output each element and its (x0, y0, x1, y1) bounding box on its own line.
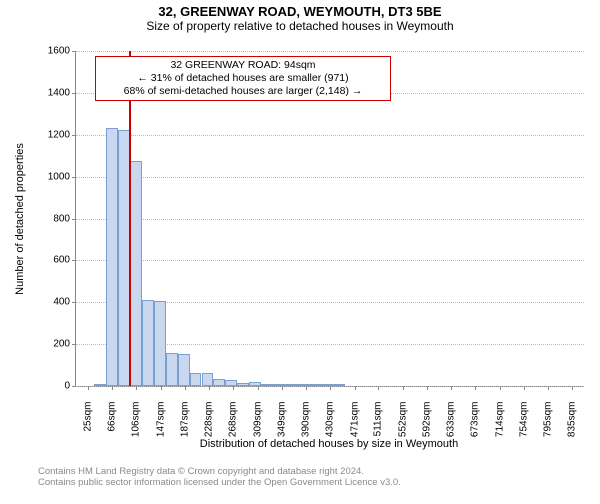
infobox-line: 32 GREENWAY ROAD: 94sqm (102, 59, 384, 72)
property-info-box: 32 GREENWAY ROAD: 94sqm ← 31% of detache… (95, 56, 391, 101)
y-tick-label: 200 (53, 339, 76, 350)
x-tick-label: 430sqm (325, 396, 336, 438)
histogram-bar (166, 353, 178, 387)
x-tick-label: 511sqm (373, 396, 384, 437)
histogram-bar (213, 379, 225, 386)
x-axis-label: Distribution of detached houses by size … (200, 438, 458, 450)
x-tick-label: 633sqm (446, 396, 457, 438)
x-tick-label: 754sqm (518, 396, 529, 438)
histogram-bar (261, 384, 273, 386)
histogram-bar (154, 301, 166, 386)
x-tick-label: 147sqm (155, 396, 166, 438)
chart-plot-area: 0200400600800100012001400160025sqm66sqm1… (75, 51, 584, 387)
page-subtitle: Size of property relative to detached ho… (0, 19, 600, 33)
gridline (76, 135, 584, 136)
x-tick-label: 795sqm (543, 396, 554, 438)
histogram-bar (333, 384, 345, 386)
x-tick-label: 106sqm (131, 396, 142, 438)
histogram-bar (130, 161, 142, 386)
histogram-bar (94, 384, 106, 386)
footnote-attribution: Contains HM Land Registry data © Crown c… (38, 466, 401, 488)
histogram-bar (237, 383, 249, 386)
x-tick-label: 228sqm (204, 396, 215, 438)
y-tick-label: 1000 (48, 171, 76, 182)
y-axis-label: Number of detached properties (14, 143, 26, 295)
footnote-line: Contains public sector information licen… (38, 477, 401, 488)
histogram-bar (106, 128, 118, 386)
footnote-line: Contains HM Land Registry data © Crown c… (38, 466, 401, 477)
histogram-bar (190, 373, 202, 386)
y-tick-label: 800 (53, 213, 76, 224)
x-tick-label: 471sqm (349, 396, 360, 438)
x-tick-label: 187sqm (179, 396, 190, 438)
x-tick-label: 25sqm (82, 396, 93, 432)
histogram-bar (297, 384, 309, 386)
histogram-bar (225, 380, 237, 386)
histogram-bar (202, 373, 214, 386)
x-tick-label: 309sqm (252, 396, 263, 438)
y-tick-label: 0 (64, 381, 76, 392)
x-tick-label: 673sqm (470, 396, 481, 438)
histogram-bar (321, 384, 333, 387)
y-tick-label: 1400 (48, 87, 76, 98)
infobox-line: 68% of semi-detached houses are larger (… (102, 85, 384, 98)
x-tick-label: 349sqm (276, 396, 287, 438)
histogram-bar (178, 354, 190, 386)
infobox-line: ← 31% of detached houses are smaller (97… (102, 72, 384, 85)
histogram-bar (118, 130, 130, 386)
y-tick-label: 1200 (48, 129, 76, 140)
histogram-bar (249, 382, 261, 386)
page-title: 32, GREENWAY ROAD, WEYMOUTH, DT3 5BE (0, 4, 600, 19)
gridline (76, 51, 584, 52)
x-tick-label: 390sqm (301, 396, 312, 438)
histogram-bar (142, 300, 154, 386)
histogram-bar (309, 384, 321, 386)
x-tick-label: 714sqm (494, 396, 505, 438)
x-tick-label: 552sqm (397, 396, 408, 438)
x-tick-label: 592sqm (421, 396, 432, 438)
x-tick-label: 268sqm (228, 396, 239, 438)
gridline (76, 177, 584, 178)
gridline (76, 219, 584, 220)
histogram-bar (285, 384, 297, 386)
x-tick-label: 66sqm (107, 396, 118, 432)
x-tick-label: 835sqm (567, 396, 578, 438)
gridline (76, 260, 584, 261)
y-tick-label: 400 (53, 297, 76, 308)
histogram-bar (273, 384, 285, 387)
y-tick-label: 600 (53, 255, 76, 266)
y-tick-label: 1600 (48, 46, 76, 57)
